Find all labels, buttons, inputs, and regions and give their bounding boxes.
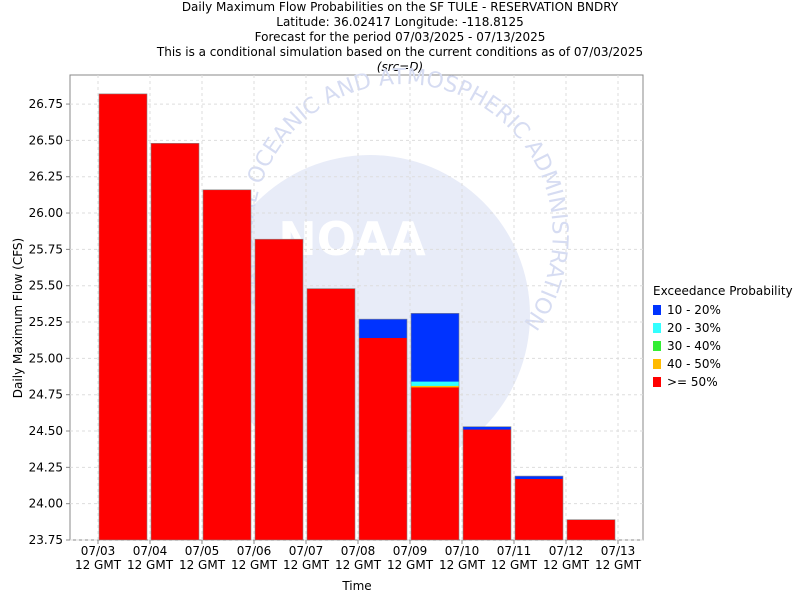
legend: Exceedance Probability 10 - 20% 20 - 30% 3… (653, 284, 793, 391)
x-tick-date: 07/04 (133, 544, 168, 558)
y-tick-label: 24.25 (29, 460, 63, 474)
x-tick-date: 07/13 (601, 544, 636, 558)
y-tick-label: 26.00 (29, 206, 63, 220)
y-tick-label: 24.00 (29, 497, 63, 511)
bar-outline (358, 318, 408, 541)
y-axis: 23.75 24.00 24.25 24.50 24.75 25.00 25.25 25.50… (29, 97, 70, 547)
bar-group (254, 238, 304, 541)
x-tick-date: 07/06 (237, 544, 272, 558)
bar-outline (150, 142, 200, 541)
y-tick-label: 25.50 (29, 279, 63, 293)
legend-label: 10 - 20% (667, 303, 721, 317)
bar-outline (410, 313, 460, 541)
bar-segment (515, 478, 563, 540)
x-tick-time: 12 GMT (75, 558, 122, 572)
bar-segment (255, 239, 303, 540)
chart-titles: Daily Maximum Flow Probabilities on the … (0, 0, 800, 75)
bar-group (98, 93, 148, 541)
bar-group (514, 475, 564, 541)
bar-outline (566, 519, 616, 541)
legend-item: 30 - 40% (653, 337, 793, 355)
x-tick-time: 12 GMT (387, 558, 434, 572)
x-tick-date: 07/03 (81, 544, 116, 558)
bar-group (306, 288, 356, 541)
bar-outline (254, 238, 304, 541)
legend-item: 20 - 30% (653, 319, 793, 337)
y-tick-label: 26.50 (29, 133, 63, 147)
bar-outline (462, 426, 512, 541)
bar-segment (151, 143, 199, 540)
legend-item: >= 50% (653, 373, 793, 391)
chart-source-note: (src=D) (376, 60, 424, 74)
chart-subtitle-conditions: This is a conditional simulation based o… (156, 45, 644, 59)
x-tick-date: 07/12 (549, 544, 584, 558)
legend-swatch (653, 323, 661, 333)
chart-subtitle-location: Latitude: 36.02417 Longitude: -118.8125 (276, 15, 524, 29)
x-tick-date: 07/05 (185, 544, 220, 558)
y-tick-label: 24.50 (29, 424, 63, 438)
bar-segment (411, 387, 459, 540)
legend-label: 20 - 30% (667, 321, 721, 335)
x-tick-date: 07/08 (341, 544, 376, 558)
bar-group (410, 313, 460, 541)
bar-outline (202, 189, 252, 541)
bar-segment (567, 519, 615, 540)
y-tick-label: 26.25 (29, 170, 63, 184)
bar-outline (514, 475, 564, 541)
chart-subtitle-period: Forecast for the period 07/03/2025 - 07/… (254, 30, 546, 44)
y-axis-label: Daily Maximum Flow (CFS) (11, 238, 25, 398)
legend-item: 40 - 50% (653, 355, 793, 373)
y-tick-label: 25.75 (29, 242, 63, 256)
y-tick-label: 24.75 (29, 388, 63, 402)
chart-title: Daily Maximum Flow Probabilities on the … (181, 0, 619, 14)
legend-title: Exceedance Probability (653, 284, 793, 298)
bar-group (462, 426, 512, 541)
legend-item: 10 - 20% (653, 301, 793, 319)
bar-outline (98, 93, 148, 541)
x-axis-label: Time (341, 579, 371, 593)
legend-swatch (653, 341, 661, 351)
bar-segment (99, 93, 147, 540)
x-tick-time: 12 GMT (179, 558, 226, 572)
bar-outline (306, 288, 356, 541)
legend-label: >= 50% (667, 375, 718, 389)
legend-swatch (653, 305, 661, 315)
bar-segment (463, 429, 511, 540)
x-tick-date: 07/09 (393, 544, 428, 558)
legend-label: 40 - 50% (667, 357, 721, 371)
x-tick-time: 12 GMT (231, 558, 278, 572)
bar-segment (307, 288, 355, 540)
x-tick-date: 07/10 (445, 544, 480, 558)
bar-group (150, 142, 200, 541)
x-tick-time: 12 GMT (543, 558, 590, 572)
bar-segment (359, 338, 407, 540)
bar-group (566, 519, 616, 541)
x-tick-time: 12 GMT (595, 558, 642, 572)
x-tick-time: 12 GMT (335, 558, 382, 572)
legend-swatch (653, 377, 661, 387)
x-tick-date: 07/07 (289, 544, 324, 558)
x-tick-time: 12 GMT (127, 558, 174, 572)
y-tick-label: 25.25 (29, 315, 63, 329)
bars (98, 93, 616, 541)
y-tick-label: 26.75 (29, 97, 63, 111)
y-tick-label: 23.75 (29, 533, 63, 547)
bar-segment (203, 189, 251, 540)
x-tick-time: 12 GMT (439, 558, 486, 572)
legend-items: 10 - 20% 20 - 30% 30 - 40% 40 - 50% >= 50% (653, 301, 793, 391)
x-tick-date: 07/11 (497, 544, 532, 558)
bar-group (358, 318, 408, 541)
legend-label: 30 - 40% (667, 339, 721, 353)
y-tick-label: 25.00 (29, 351, 63, 365)
bar-group (202, 189, 252, 541)
x-tick-time: 12 GMT (491, 558, 538, 572)
legend-swatch (653, 359, 661, 369)
x-tick-time: 12 GMT (283, 558, 330, 572)
